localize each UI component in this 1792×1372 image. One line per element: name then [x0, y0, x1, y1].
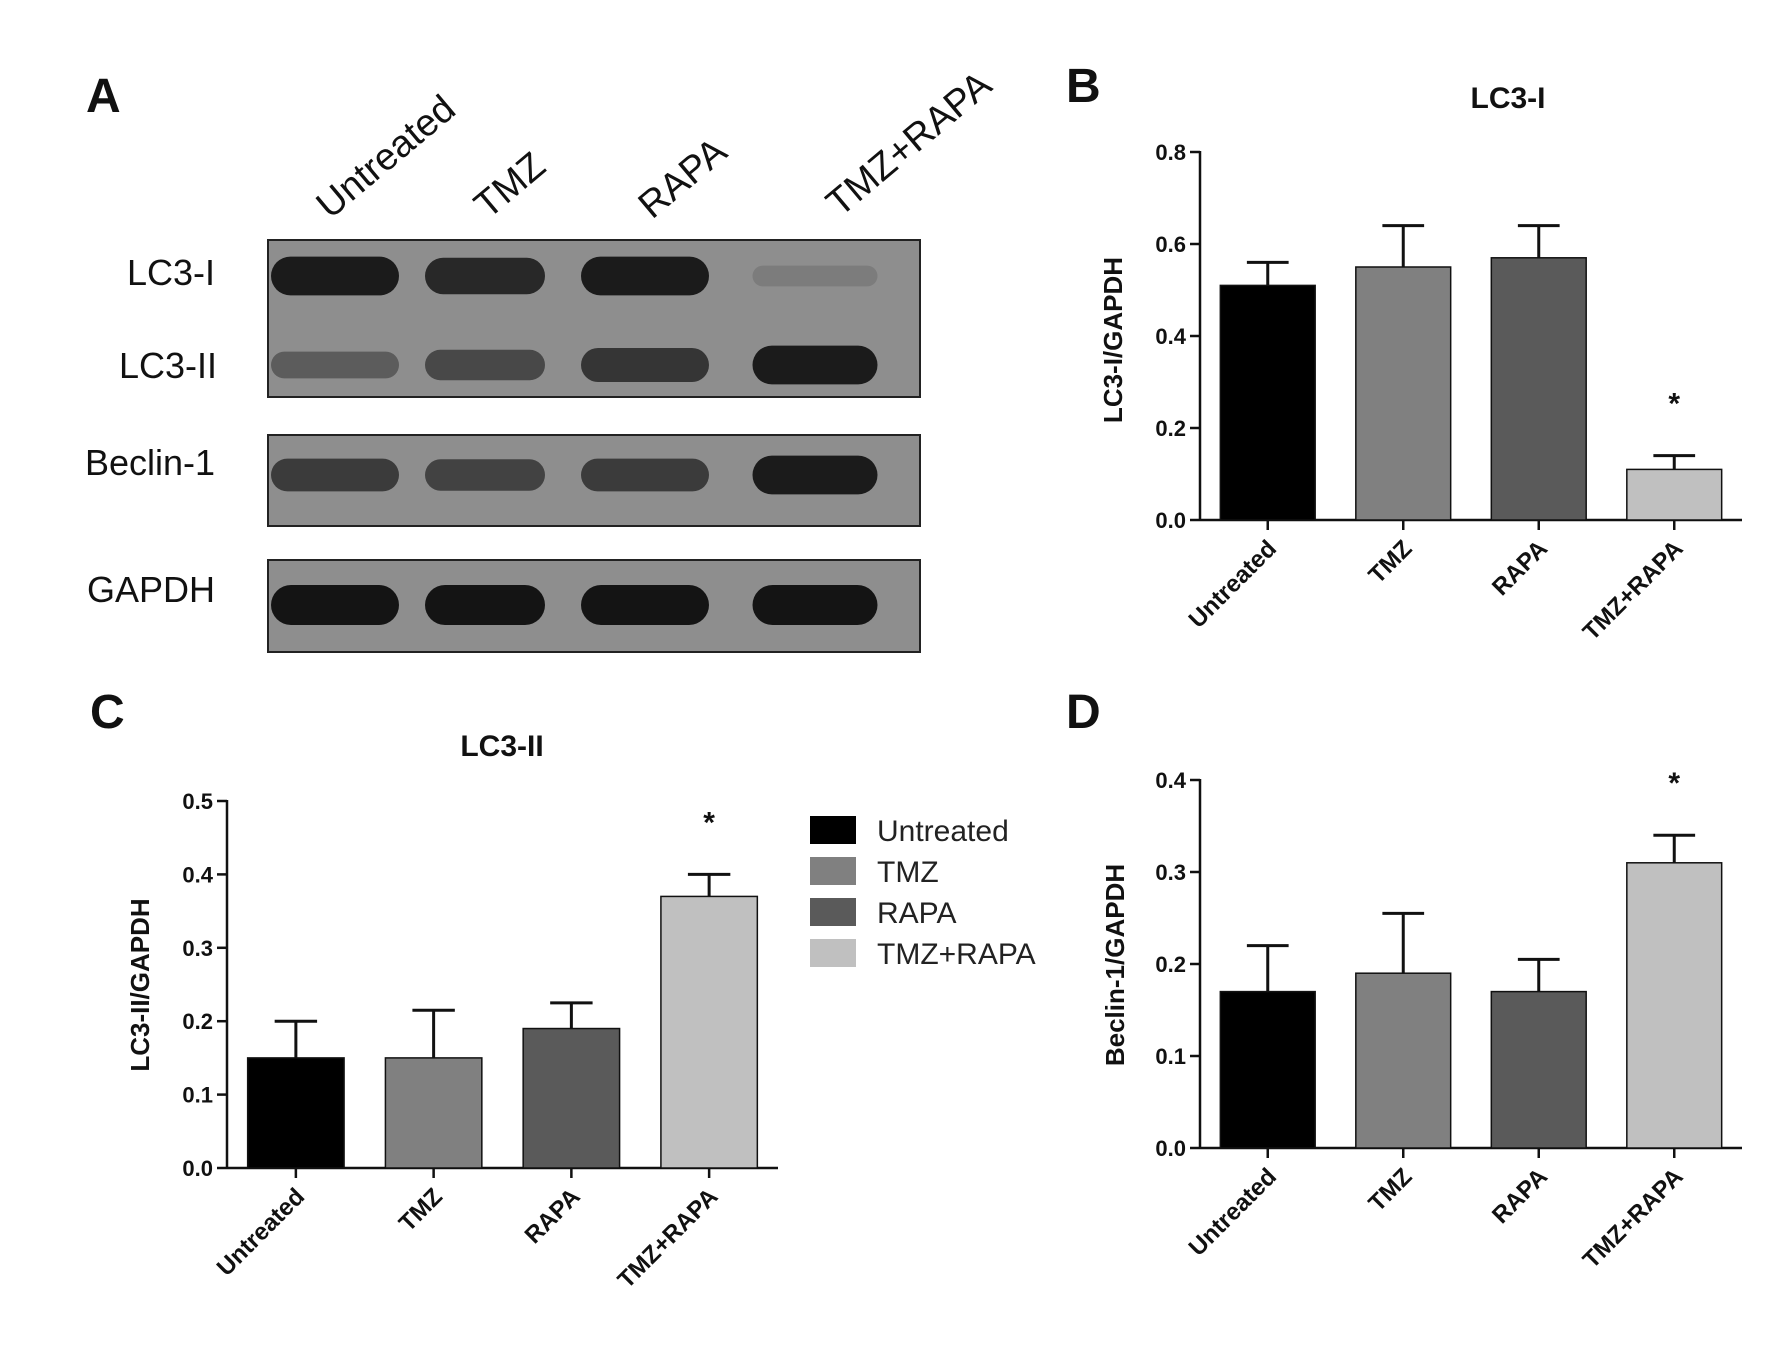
legend-swatch [810, 816, 856, 844]
legend-swatch [810, 898, 856, 926]
significance-star: * [1668, 388, 1680, 421]
blot-lane-label: Untreated [309, 87, 464, 226]
bar [1626, 468, 1723, 521]
blot-band-lc3-ii [752, 345, 878, 385]
y-tick-label: 0.6 [1155, 232, 1186, 257]
blot-band-beclin-1 [425, 459, 545, 491]
x-tick-label: RAPA [1487, 535, 1553, 601]
y-tick-label: 0.2 [1155, 952, 1186, 977]
y-axis-title: Beclin-1/GAPDH [1100, 864, 1130, 1066]
legend-swatch [810, 939, 856, 967]
chart-beclin-1: 0.0 0.1 0.2 0.3 0.4 Beclin-1/GAPDH Untreated TM… [1100, 767, 1742, 1274]
y-tick-label: 0.2 [1155, 416, 1186, 441]
y-tick-label: 0.8 [1155, 140, 1186, 165]
blot-band-gapdh [271, 585, 399, 625]
blot-row-label: LC3-I [127, 252, 215, 293]
y-axis-title: LC3-II/GAPDH [125, 898, 155, 1071]
panel-label-d: D [1066, 686, 1101, 739]
chart-title: LC3-I [1471, 82, 1546, 115]
x-tick-label: Untreated [1184, 535, 1282, 633]
blot-band-beclin-1 [271, 458, 399, 492]
y-tick-label: 0.1 [1155, 1044, 1186, 1069]
y-tick-label: 0.0 [1155, 1136, 1186, 1161]
bar [1219, 990, 1316, 1149]
x-tick-label: TMZ+RAPA [1578, 1163, 1689, 1274]
bar [660, 895, 759, 1169]
y-tick-label: 0.0 [182, 1156, 213, 1181]
x-tick-label: Untreated [212, 1183, 310, 1281]
bar [1355, 266, 1452, 521]
y-tick-label: 0.4 [182, 862, 213, 887]
bar [384, 1057, 483, 1169]
blot-row-label: Beclin-1 [85, 442, 215, 483]
x-tick-label: TMZ [394, 1183, 448, 1237]
bar [1490, 257, 1587, 521]
chart-lc3-ii: LC3-II 0.0 0.1 0.2 0.3 0.4 0.5 LC3-II/GAPDH Untr… [125, 730, 778, 1294]
blot-band-lc3-ii [271, 351, 399, 379]
blot-band-lc3-i [271, 256, 399, 296]
blot-band-lc3-ii [581, 348, 709, 382]
x-tick-label: TMZ [1364, 535, 1418, 589]
blot-band-lc3-ii [425, 349, 545, 381]
bar [1355, 972, 1452, 1149]
chart-lc3-i: LC3-I 0.0 0.2 0.4 0.6 0.8 LC3-I/GAPDH Untreated… [1098, 82, 1742, 646]
bar [522, 1027, 621, 1169]
y-tick-label: 0.4 [1155, 324, 1186, 349]
blot-lane-label: RAPA [631, 130, 736, 227]
y-tick-label: 0.5 [182, 789, 213, 814]
blot-band-gapdh [581, 585, 709, 625]
chart-title: LC3-II [460, 730, 543, 763]
legend-label: TMZ [877, 856, 939, 889]
blot-row-label: GAPDH [87, 569, 215, 610]
y-tick-label: 0.3 [1155, 860, 1186, 885]
legend-swatch [810, 857, 856, 885]
x-tick-label: RAPA [520, 1183, 586, 1249]
legend-label: RAPA [877, 897, 956, 930]
x-tick-label: RAPA [1487, 1163, 1553, 1229]
blot-band-lc3-i [425, 257, 545, 295]
y-tick-label: 0.4 [1155, 768, 1186, 793]
x-tick-label: TMZ+RAPA [613, 1183, 724, 1294]
x-tick-label: TMZ [1364, 1163, 1418, 1217]
panel-label-b: B [1066, 60, 1101, 113]
y-tick-label: 0.3 [182, 936, 213, 961]
blot-lane-label: TMZ+RAPA [819, 63, 1000, 225]
y-axis-title: LC3-I/GAPDH [1098, 257, 1128, 423]
blot-band-lc3-i [581, 256, 709, 296]
blot-band-gapdh [752, 585, 878, 625]
blot-band-lc3-i [752, 265, 878, 287]
blot-band-gapdh [425, 585, 545, 625]
bar [1490, 990, 1587, 1149]
y-tick-label: 0.0 [1155, 508, 1186, 533]
bar [1219, 284, 1316, 521]
blot-band-beclin-1 [581, 458, 709, 492]
blot-row-label: LC3-II [119, 345, 217, 386]
significance-star: * [1668, 767, 1680, 800]
legend: Untreated TMZ RAPA TMZ+RAPA [810, 815, 1036, 971]
blot-band-beclin-1 [752, 455, 878, 495]
legend-label: Untreated [877, 815, 1009, 848]
panel-label-a: A [86, 70, 121, 123]
legend-label: TMZ+RAPA [877, 938, 1036, 971]
western-blot: Untreated TMZ RAPA TMZ+RAPA LC3-I LC3-II Becli… [85, 63, 1000, 653]
significance-star: * [703, 806, 715, 839]
x-tick-label: TMZ+RAPA [1578, 535, 1689, 646]
y-tick-label: 0.2 [182, 1009, 213, 1034]
bar [246, 1057, 345, 1169]
x-tick-label: Untreated [1184, 1163, 1282, 1261]
blot-lane-label: TMZ [467, 145, 554, 227]
bar [1626, 862, 1723, 1149]
y-tick-label: 0.1 [182, 1083, 213, 1108]
panel-label-c: C [90, 686, 125, 739]
